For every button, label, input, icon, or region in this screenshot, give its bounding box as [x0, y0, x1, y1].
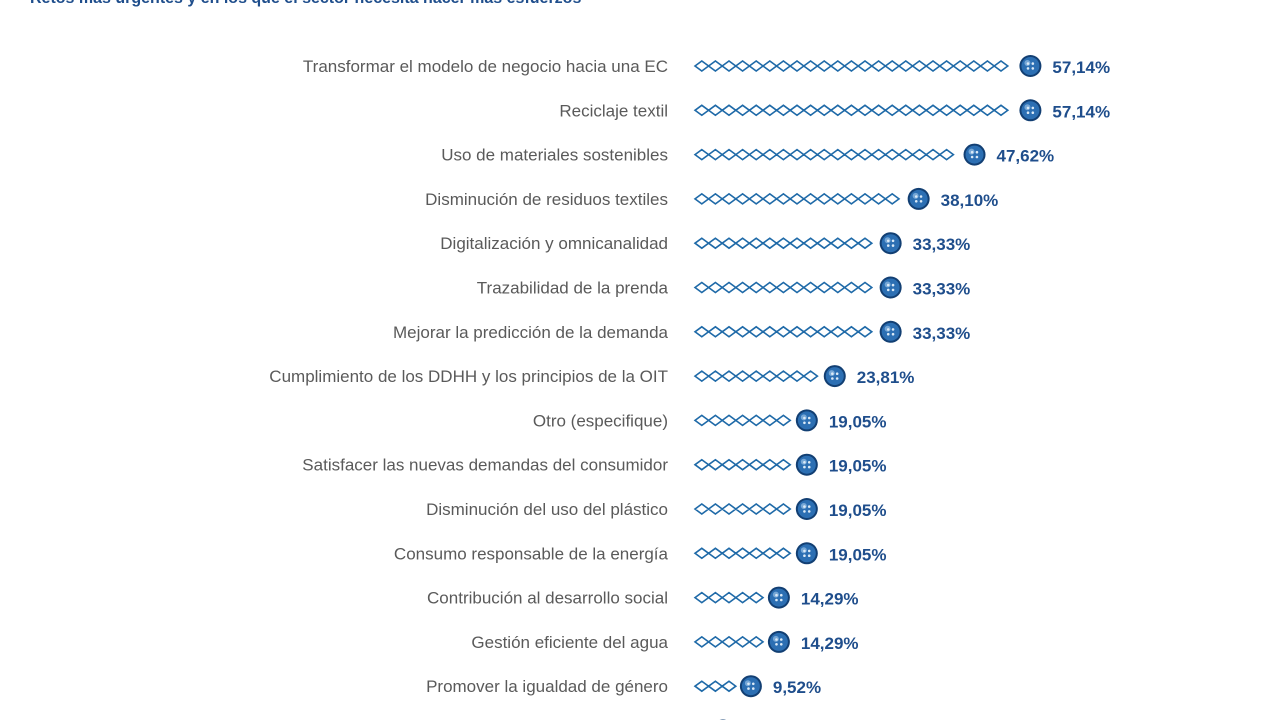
- bar-button: [795, 453, 818, 476]
- bar-button: [879, 232, 902, 255]
- bar-row: Contribución al desarrollo social 14,29%: [427, 586, 859, 609]
- bar-button: [795, 498, 818, 520]
- value-label: 57,14%: [1052, 102, 1110, 121]
- bar-stitch: [693, 458, 792, 471]
- bar-stitch: [693, 547, 792, 560]
- bar-button: [879, 276, 902, 299]
- bar-button: [795, 542, 818, 565]
- bar-button: [907, 187, 930, 210]
- category-label: Uso de materiales sostenibles: [441, 146, 668, 165]
- category-label: Disminución de residuos textiles: [425, 190, 668, 209]
- value-label: 33,33%: [913, 235, 971, 254]
- bar-stitch: [693, 680, 738, 693]
- bar-stitch: [693, 325, 874, 338]
- value-label: 14,29%: [801, 590, 859, 609]
- bar-button: [795, 409, 818, 432]
- bar-stitch: [693, 104, 1010, 117]
- value-label: 14,29%: [801, 634, 859, 653]
- bar-stitch: [693, 414, 792, 427]
- bar-button: [767, 630, 790, 653]
- value-label: 19,05%: [829, 412, 887, 431]
- value-label: 19,05%: [829, 457, 887, 476]
- bar-row: Otro (especifique) 19,05%: [533, 409, 887, 432]
- category-label: Trazabilidad de la prenda: [477, 279, 669, 298]
- bar-row: Digitalización y omnicanalidad 33,33%: [440, 232, 971, 255]
- bar-stitch: [693, 591, 765, 604]
- value-label: 23,81%: [857, 368, 915, 387]
- bar-stitch: [693, 192, 901, 205]
- value-label: 57,14%: [1052, 58, 1110, 77]
- value-label: 38,10%: [941, 191, 999, 210]
- category-label: Contribución al desarrollo social: [427, 589, 668, 608]
- value-label: 9,52%: [773, 678, 821, 697]
- bar-row: Transformar el modelo de negocio hacia u…: [303, 55, 1110, 77]
- value-label: 33,33%: [913, 280, 971, 299]
- bar-stitch: [693, 281, 874, 294]
- category-label: Disminución del uso del plástico: [426, 500, 668, 519]
- bar-stitch: [693, 503, 792, 515]
- bar-row: Satisfacer las nuevas demandas del consu…: [302, 453, 887, 476]
- category-label: Digitalización y omnicanalidad: [440, 234, 668, 253]
- bar-button: [739, 675, 762, 698]
- bar-row: Mejorar la predicción de la demanda 33,33…: [393, 320, 971, 343]
- value-label: 33,33%: [913, 324, 971, 343]
- bar-button: [963, 143, 986, 166]
- bar-row: Cumplimiento de los DDHH y los principio…: [269, 365, 915, 388]
- category-label: Mejorar la predicción de la demanda: [393, 323, 669, 342]
- category-label: Reciclaje textil: [559, 101, 668, 120]
- category-label: Satisfacer las nuevas demandas del consu…: [302, 456, 668, 475]
- value-label: 19,05%: [829, 501, 887, 520]
- bar-button: [1019, 55, 1042, 77]
- bar-row: Promover la igualdad de género 9,52%: [426, 675, 821, 698]
- value-label: 47,62%: [997, 147, 1055, 166]
- category-label: Gestión eficiente del agua: [471, 633, 668, 652]
- bar-row: Disminución de residuos textiles 38,10%: [425, 187, 999, 210]
- bar-row: Consumo responsable de la energía 19,05%: [394, 542, 887, 565]
- bar-row: Reciclaje textil 57,14%: [559, 99, 1110, 122]
- chart-title: Retos más urgentes y en los que el secto…: [30, 0, 581, 8]
- bar-button: [823, 365, 846, 388]
- bar-stitch: [693, 148, 955, 161]
- bar-button: [879, 320, 902, 343]
- bar-button: [767, 586, 790, 609]
- category-label: Transformar el modelo de negocio hacia u…: [303, 57, 668, 76]
- bar-stitch: [693, 370, 819, 383]
- category-label: Otro (especifique): [533, 411, 668, 430]
- bar-row: Uso de materiales sostenibles 47,62%: [441, 143, 1055, 166]
- category-label: Consumo responsable de la energía: [394, 544, 669, 563]
- category-label: Cumplimiento de los DDHH y los principio…: [269, 367, 668, 386]
- bar-stitch: [693, 237, 874, 250]
- bar-row: Disminución del uso del plástico 19,05%: [426, 498, 886, 520]
- category-label: Promover la igualdad de género: [426, 677, 668, 696]
- bar-stitch: [693, 635, 765, 648]
- bar-row: Trazabilidad de la prenda 33,33%: [477, 276, 971, 299]
- bar-stitch: [693, 60, 1010, 72]
- bar-row: Gestión eficiente del agua 14,29%: [471, 630, 859, 653]
- bar-button: [1019, 99, 1042, 122]
- value-label: 19,05%: [829, 545, 887, 564]
